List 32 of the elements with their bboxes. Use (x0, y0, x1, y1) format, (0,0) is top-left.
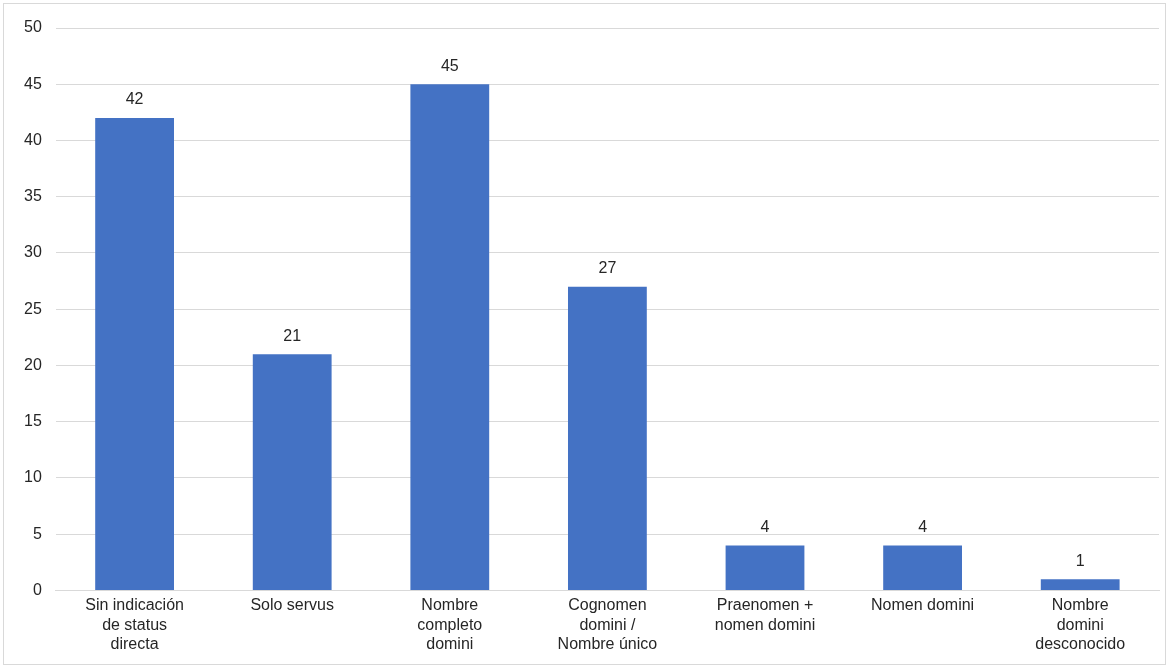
data-label: 4 (760, 517, 770, 535)
y-tick-label: 15 (24, 412, 42, 430)
bar (410, 84, 490, 590)
data-label: 45 (440, 56, 459, 74)
y-tick-label: 45 (24, 74, 42, 92)
data-label: 27 (598, 259, 617, 277)
bar (568, 286, 647, 590)
y-tick-label: 10 (24, 468, 42, 486)
bar (725, 545, 805, 590)
y-tick-label: 5 (32, 524, 42, 542)
bar (95, 117, 174, 590)
bar (883, 545, 962, 590)
x-tick-label: Nomen domini (871, 596, 975, 614)
y-tick-label: 0 (32, 580, 42, 598)
y-tick-label: 30 (24, 243, 42, 261)
y-tick-label: 50 (24, 18, 42, 36)
y-tick-label: 20 (24, 355, 42, 373)
x-tick-label: Nombre domini desconocido (1035, 596, 1126, 652)
bar (252, 354, 332, 590)
data-label: 21 (283, 326, 302, 344)
x-tick-label: Nombre completo domini (417, 596, 483, 652)
x-tick-label: Solo servus (250, 596, 334, 614)
y-tick-label: 40 (24, 130, 42, 148)
bar (1040, 579, 1120, 590)
x-tick-label: Sin indicación de status directa (85, 596, 184, 652)
x-tick-label: Cognomen domini / Nombre único (557, 596, 658, 652)
x-tick-label: Praenomen + nomen domini (714, 596, 816, 633)
data-label: 42 (125, 90, 144, 108)
y-tick-label: 35 (24, 187, 42, 205)
data-label: 1 (1075, 551, 1085, 569)
y-tick-label: 25 (24, 299, 42, 317)
data-label: 4 (918, 517, 928, 535)
